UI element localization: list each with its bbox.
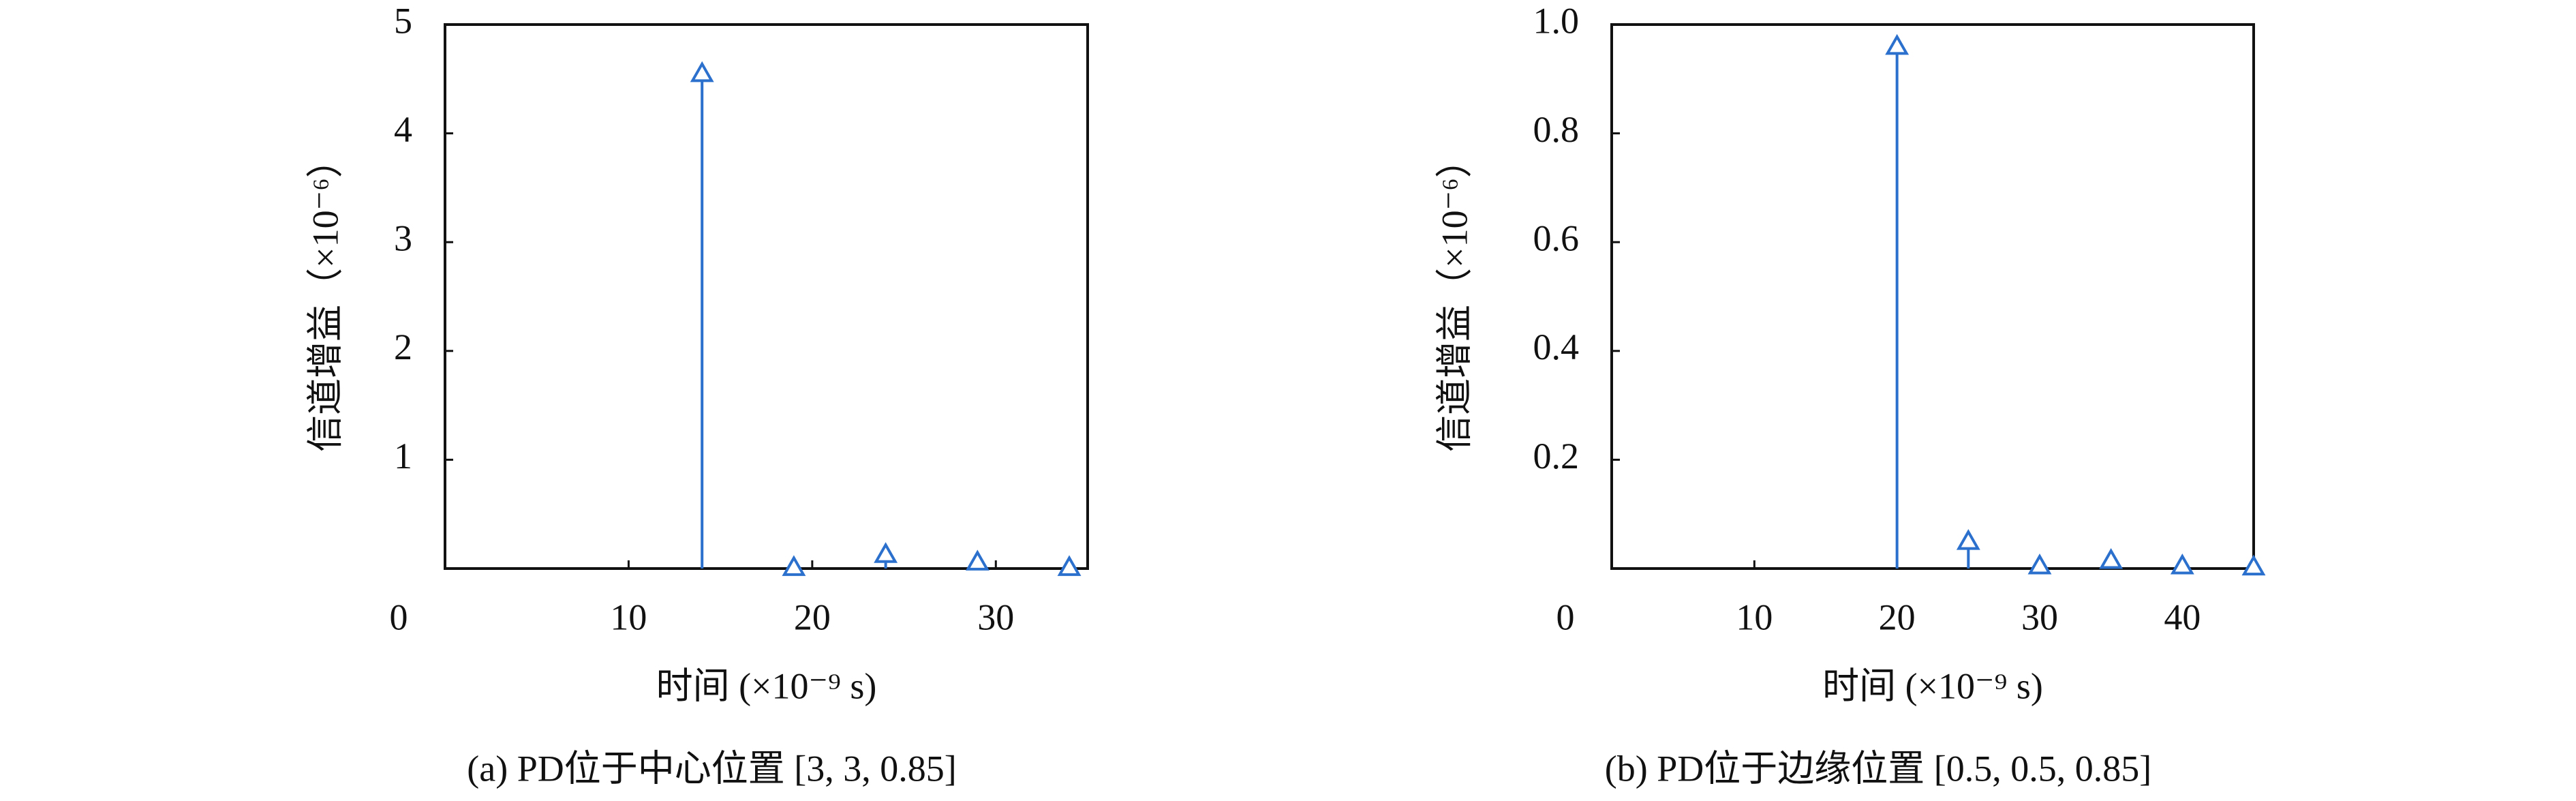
- x-tick-label: 30: [2021, 596, 2058, 637]
- y-tick-label: 0.4: [1533, 327, 1580, 367]
- y-tick-label: 4: [394, 109, 412, 150]
- plot-frame: [1610, 23, 2255, 570]
- x-axis-label: 时间 (×10⁻⁹ s): [1822, 665, 2043, 706]
- y-tick-label: 1: [394, 436, 412, 477]
- marker: [2241, 554, 2266, 576]
- y-tick-label: 0.2: [1533, 436, 1580, 477]
- marker: [965, 549, 990, 571]
- caption: (a) PD位于中心位置 [3, 3, 0.85]: [467, 748, 956, 789]
- x-axis-label: 时间 (×10⁻⁹ s): [656, 665, 877, 706]
- marker: [2170, 553, 2194, 575]
- x-tick-label: 0: [390, 596, 408, 637]
- x-tick-label: 20: [1879, 596, 1916, 637]
- y-tick-label: 0.6: [1533, 218, 1580, 259]
- y-tick-label: 1.0: [1533, 0, 1580, 41]
- marker: [1885, 33, 1910, 55]
- y-tick-label: 2: [394, 327, 412, 367]
- chart: 0 10 20 30 40 0.2 0.4 0.6 0.8 1.0 时间 (×10⁻⁹ s) 信道增益…: [1434, 0, 2266, 789]
- marker: [2099, 547, 2123, 569]
- marker: [782, 555, 806, 576]
- chart: 0 10 20 30 1 2 3 4 5 时间 (×10⁻⁹ s) 信道增益（×10⁻⁶） (a) P…: [305, 0, 1089, 789]
- marker: [874, 542, 898, 563]
- x-tick-label: 10: [610, 596, 647, 637]
- x-tick-label: 40: [2164, 596, 2201, 637]
- y-axis-label: 信道增益（×10⁻⁶）: [305, 141, 346, 452]
- y-axis-label: 信道增益（×10⁻⁶）: [1434, 141, 1475, 452]
- marker: [690, 61, 714, 82]
- marker: [2027, 553, 2052, 575]
- marker: [1956, 529, 1980, 550]
- caption: (b) PD位于边缘位置 [0.5, 0.5, 0.85]: [1605, 748, 2151, 789]
- marker: [1057, 555, 1082, 576]
- x-tick-label: 0: [1557, 596, 1575, 637]
- x-tick-label: 30: [977, 596, 1014, 637]
- x-tick-label: 10: [1736, 596, 1773, 637]
- y-tick-label: 0.8: [1533, 109, 1580, 150]
- x-tick-label: 20: [794, 596, 831, 637]
- y-tick-label: 3: [394, 218, 412, 259]
- plot-frame: [444, 23, 1089, 570]
- y-tick-label: 5: [394, 0, 412, 41]
